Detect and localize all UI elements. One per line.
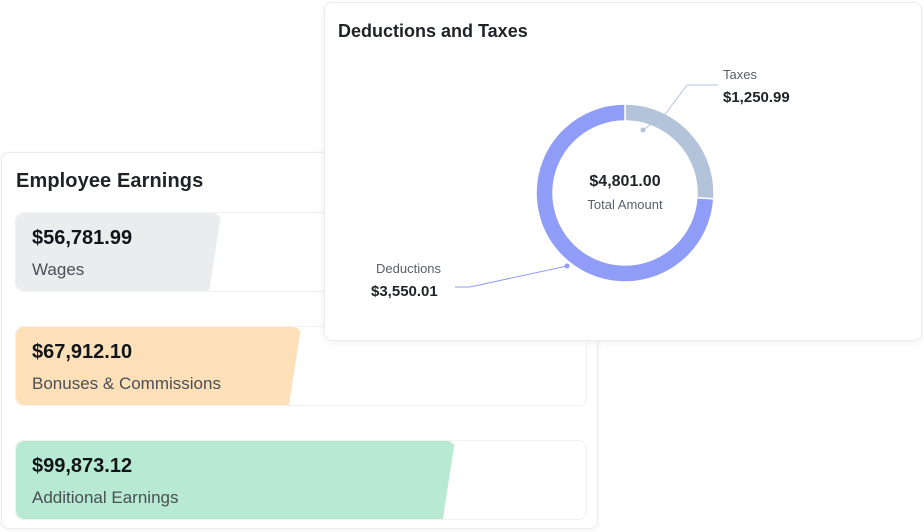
deductions-title: Deductions and Taxes [338,21,528,41]
earning-bar-additional [16,441,455,519]
donut-slice-deductions[interactable] [535,103,715,283]
total-amount-value: $4,801.00 [589,173,661,190]
donut-chart [455,84,718,288]
earning-row-additional[interactable]: $99,873.12 Additional Earnings [15,440,587,520]
earning-label: Additional Earnings [32,488,179,507]
deductions-taxes-card: Deductions and Taxes $4,801.00 Total Amo… [324,2,922,341]
earning-amount: $99,873.12 [32,455,133,477]
earning-label: Wages [32,260,85,279]
earning-bar-wages [16,213,221,291]
earning-bar-bonuses [16,327,301,405]
taxes-callout-value: $1,250.99 [723,89,790,106]
taxes-leader-line [642,84,718,131]
taxes-callout-name: Taxes [723,67,757,82]
earnings-title: Employee Earnings [16,170,204,192]
deductions-leader-dot [564,263,570,269]
earning-amount: $56,781.99 [32,227,133,249]
taxes-leader-dot [640,127,646,133]
deductions-callout-name: Deductions [376,261,442,276]
total-amount-label: Total Amount [587,197,663,212]
earning-amount: $67,912.10 [32,341,133,363]
deductions-leader-line [455,265,568,288]
deductions-callout-value: $3,550.01 [371,283,438,300]
earning-label: Bonuses & Commissions [32,374,221,393]
